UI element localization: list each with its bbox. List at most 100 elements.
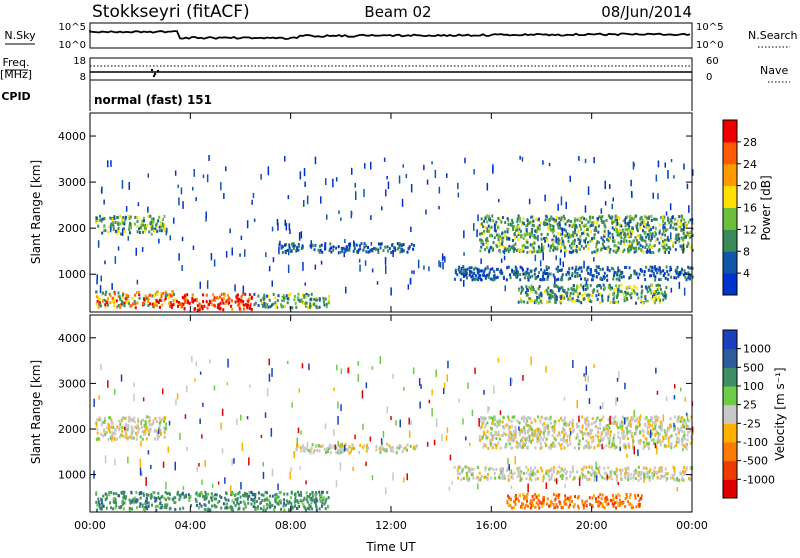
heatmap-cell (675, 277, 677, 280)
heatmap-cell (574, 218, 576, 221)
heatmap-cell (464, 158, 466, 164)
heatmap-cell (629, 285, 631, 288)
heatmap-cell (591, 237, 593, 240)
heatmap-cell (249, 491, 251, 494)
heatmap-cell (279, 491, 281, 494)
heatmap-cell (513, 500, 515, 503)
colorbar-tick-label: 28 (743, 136, 757, 149)
heatmap-cell (641, 290, 643, 293)
heatmap-cell (664, 291, 666, 294)
heatmap-cell (649, 274, 651, 277)
heatmap-cell (358, 249, 360, 252)
heatmap-cell (599, 493, 601, 496)
heatmap-cell (283, 299, 285, 302)
heatmap-cell (273, 257, 275, 262)
heatmap-cell (344, 239, 346, 243)
heatmap-cell (490, 477, 492, 480)
colorbar-block (723, 208, 737, 230)
heatmap-cell (245, 505, 247, 508)
heatmap-cell (657, 438, 659, 441)
heatmap-cell (571, 300, 573, 303)
heatmap-cell (240, 415, 242, 421)
heatmap-cell (315, 491, 317, 494)
heatmap-cell (672, 242, 674, 245)
heatmap-cell (212, 484, 214, 488)
heatmap-cell (531, 288, 533, 291)
heatmap-cell (148, 494, 150, 497)
heatmap-cell (96, 509, 98, 512)
heatmap-cell (485, 434, 487, 437)
heatmap-cell (102, 300, 104, 303)
heatmap-cell (403, 477, 405, 482)
heatmap-cell (556, 478, 558, 484)
heatmap-cell (547, 425, 549, 428)
heatmap-cell (201, 305, 203, 308)
heatmap-cell (662, 436, 664, 439)
heatmap-cell (599, 419, 601, 422)
heatmap-cell (197, 494, 199, 497)
heatmap-cell (232, 248, 234, 256)
heatmap-cell (166, 492, 168, 495)
heatmap-cell (551, 473, 553, 476)
heatmap-cell (313, 493, 315, 496)
heatmap-cell (496, 268, 498, 271)
heatmap-cell (522, 375, 524, 381)
heatmap-cell (625, 497, 627, 500)
heatmap-cell (546, 238, 548, 241)
heatmap-cell (257, 295, 259, 298)
colorbar-block (723, 423, 737, 442)
heatmap-cell (613, 295, 615, 298)
heatmap-cell (547, 218, 549, 221)
heatmap-cell (277, 484, 279, 491)
heatmap-cell (521, 248, 523, 251)
heatmap-cell (535, 290, 537, 293)
heatmap-cell (254, 502, 256, 505)
heatmap-cell (560, 246, 562, 249)
heatmap-cell (314, 248, 316, 251)
heatmap-cell (561, 196, 563, 205)
heatmap-cell (588, 243, 590, 246)
heatmap-cell (366, 382, 368, 388)
heatmap-cell (249, 385, 251, 388)
heatmap-cell (608, 286, 610, 289)
y-tick-label: 1000 (58, 268, 86, 281)
heatmap-cell (118, 246, 120, 250)
heatmap-cell (488, 468, 490, 471)
heatmap-cell (681, 237, 683, 240)
heatmap-cell (664, 241, 666, 244)
heatmap-cell (486, 246, 488, 249)
heatmap-cell (495, 444, 497, 447)
heatmap-cell (527, 289, 529, 292)
heatmap-cell (597, 290, 599, 293)
heatmap-cell (568, 271, 570, 274)
heatmap-cell (649, 288, 651, 291)
heatmap-cell (299, 232, 301, 241)
heatmap-cell (101, 276, 103, 282)
heatmap-cell (590, 300, 592, 303)
heatmap-cell (675, 241, 677, 244)
heatmap-cell (238, 298, 240, 301)
heatmap-cell (120, 305, 122, 308)
heatmap-cell (575, 290, 577, 293)
heatmap-cell (407, 473, 409, 480)
heatmap-cell (589, 220, 591, 223)
colorbar-block (723, 479, 737, 498)
heatmap-cell (688, 477, 690, 480)
heatmap-cell (510, 378, 512, 387)
power-colorbar-blocks (723, 120, 737, 296)
heatmap-cell (97, 498, 99, 501)
heatmap-cell (555, 220, 557, 223)
heatmap-cell (118, 227, 120, 230)
heatmap-cell (159, 421, 161, 424)
heatmap-cell (121, 375, 123, 382)
heatmap-cell (516, 220, 518, 223)
heatmap-cell (251, 200, 253, 205)
heatmap-cell (127, 424, 129, 427)
heatmap-cell (333, 388, 335, 392)
heatmap-cell (263, 472, 265, 479)
heatmap-cell (658, 286, 660, 289)
heatmap-cell (477, 215, 479, 222)
heatmap-cell (142, 438, 144, 441)
heatmap-cell (415, 445, 417, 448)
